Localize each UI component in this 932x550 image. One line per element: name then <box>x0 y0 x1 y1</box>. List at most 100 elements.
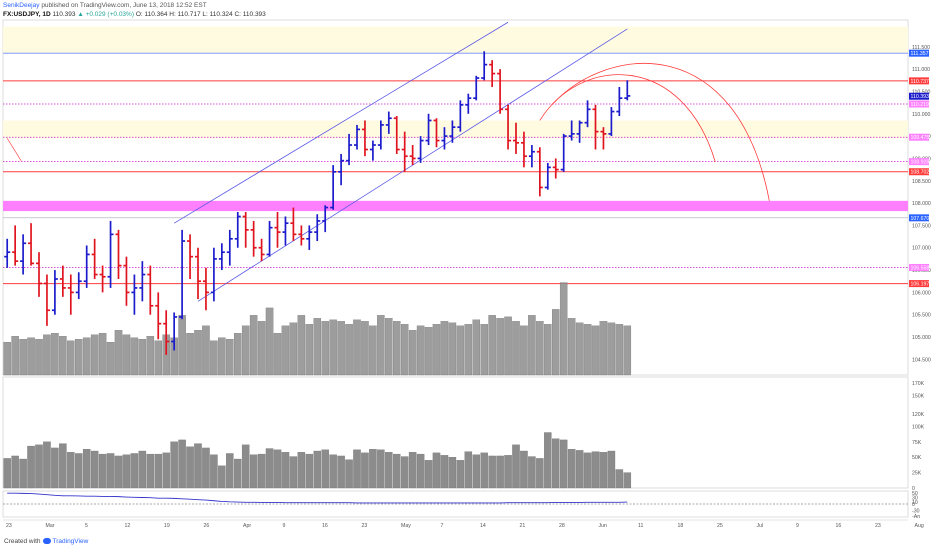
overlay-volume-bar <box>456 325 465 376</box>
volume-bar <box>528 456 536 489</box>
overlay-volume-bar <box>488 315 496 376</box>
volume-bar <box>241 444 250 489</box>
overlay-volume-bar <box>98 333 107 376</box>
volume-bar <box>432 452 441 489</box>
overlay-volume-bar <box>249 315 258 376</box>
volume-bar <box>202 447 210 489</box>
volume-bar <box>162 452 170 489</box>
volume-bar <box>456 460 465 489</box>
volume-bar <box>392 453 401 489</box>
time-axis-tick: 16 <box>836 523 842 529</box>
time-axis-tick: 7 <box>441 523 444 529</box>
volume-bar <box>369 448 377 489</box>
channel-upper-line <box>173 21 509 224</box>
overlay-volume-bar <box>202 325 210 376</box>
volume-bar <box>273 449 282 489</box>
volume-axis-tick: 25K <box>912 471 922 477</box>
overlay-volume-bar <box>273 333 282 376</box>
volume-bar <box>257 453 266 489</box>
volume-bar <box>440 455 449 489</box>
price-tag-label: 106.197 <box>911 282 930 288</box>
overlay-volume-bar <box>385 318 393 376</box>
volume-axis-tick: 0 <box>912 486 915 492</box>
overlay-volume-bar <box>361 321 369 376</box>
overlay-volume-bar <box>313 318 321 376</box>
overlay-volume-bar <box>11 336 19 376</box>
overlay-volume-bar <box>194 330 202 376</box>
time-axis-tick: Aug <box>915 523 924 529</box>
volume-bar <box>281 452 290 489</box>
volume-bar <box>329 454 337 489</box>
indicator-axis-tick: 0 <box>912 502 915 508</box>
volume-axis-tick: 150K <box>912 394 925 400</box>
volume-bar <box>19 458 27 489</box>
overlay-volume-bar <box>138 339 147 376</box>
time-axis-tick: 18 <box>678 523 684 529</box>
overlay-volume-bar <box>512 321 520 376</box>
overlay-volume-bar <box>392 321 401 376</box>
volume-bar <box>218 465 226 489</box>
tradingview-logo-icon <box>42 538 51 545</box>
price-axis-tick: 110.000 <box>912 112 930 118</box>
volume-bar <box>599 452 608 489</box>
overlay-volume-bar <box>567 318 576 376</box>
volume-bar <box>607 450 616 489</box>
price-axis-tick: 110.500 <box>912 89 930 95</box>
overlay-volume-bar <box>377 315 385 376</box>
volume-bar <box>552 438 560 489</box>
overlay-volume-bar <box>27 337 35 376</box>
overlay-volume-bar <box>337 321 345 376</box>
overlay-volume-bar <box>591 325 600 376</box>
time-axis-tick: Jul <box>757 523 764 529</box>
time-axis-tick: 12 <box>125 523 131 529</box>
volume-bar <box>59 443 67 489</box>
price-tag <box>909 77 929 85</box>
price-axis-tick: 106.500 <box>912 268 931 274</box>
volume-bar <box>559 439 568 489</box>
overlay-volume-bar <box>75 339 83 376</box>
volume-bar <box>591 451 600 489</box>
overlay-volume-bar <box>416 325 425 376</box>
time-axis-tick: Mar <box>46 523 55 529</box>
volume-bar <box>424 460 433 489</box>
footer-brand[interactable]: TradingView <box>52 538 89 545</box>
overlay-volume-bar <box>43 334 51 376</box>
overlay-volume-bar <box>408 330 417 376</box>
volume-bar <box>249 454 258 489</box>
price-tag-label: 109.475 <box>911 135 930 141</box>
symbol-line: FX:USDJPY, 1D 110.393 ▲ +0.029 (+0.03%) … <box>3 10 266 19</box>
overlay-volume-bar <box>210 340 218 376</box>
volume-bar <box>3 458 11 489</box>
price-axis-tick: 106.000 <box>912 290 931 296</box>
volume-axis-tick: 100K <box>912 424 925 430</box>
overlay-volume-bar <box>130 337 139 376</box>
overlay-volume-bar <box>154 340 162 376</box>
volume-bar <box>51 447 59 489</box>
projection-arc-long <box>551 63 770 201</box>
author-link[interactable]: SenikDeejay <box>3 2 40 9</box>
time-axis-tick: 23 <box>6 523 12 529</box>
footer: Created with TradingView <box>4 538 88 545</box>
volume-bar <box>464 451 473 489</box>
support-band <box>3 200 908 212</box>
price-axis-tick: 111.500 <box>912 45 930 51</box>
volume-bar <box>416 453 425 489</box>
volume-bar <box>567 448 576 489</box>
price-tag <box>909 158 929 166</box>
overlay-volume-bar <box>305 324 314 376</box>
last-price: 110.393 <box>52 11 76 18</box>
volume-bar <box>11 455 19 489</box>
overlay-volume-bar <box>321 321 329 376</box>
time-axis-tick: 26 <box>204 523 210 529</box>
overlay-volume-bar <box>424 327 433 376</box>
volume-axis-tick: 75K <box>912 440 922 446</box>
volume-bar <box>178 439 186 489</box>
volume-bar <box>98 453 107 489</box>
time-axis-tick: Jun <box>599 523 607 529</box>
overlay-volume-bar <box>448 322 457 376</box>
volume-axis-tick: 170K <box>912 381 925 387</box>
volume-bar <box>186 446 194 489</box>
volume-bar <box>210 454 218 489</box>
volume-bar <box>472 454 480 489</box>
